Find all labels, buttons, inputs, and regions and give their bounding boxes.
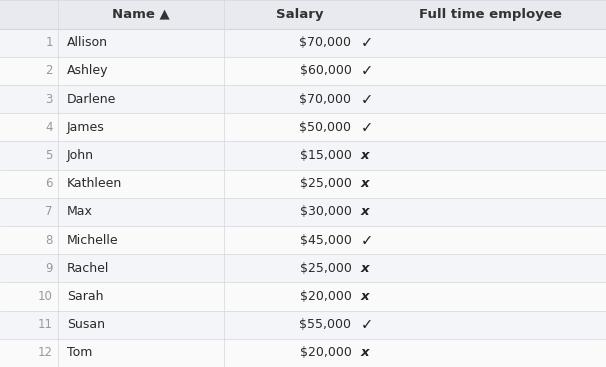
Bar <box>0 339 606 367</box>
Text: $50,000: $50,000 <box>299 121 351 134</box>
Text: x: x <box>361 346 369 359</box>
Text: x: x <box>361 290 369 303</box>
Bar <box>0 283 606 310</box>
Text: Max: Max <box>67 206 93 218</box>
Bar <box>0 141 606 170</box>
Text: Michelle: Michelle <box>67 234 118 247</box>
Text: 1: 1 <box>45 36 53 49</box>
Bar <box>0 0 606 29</box>
Text: Allison: Allison <box>67 36 108 49</box>
Text: Kathleen: Kathleen <box>67 177 122 190</box>
Bar <box>0 29 606 57</box>
Text: x: x <box>361 262 369 275</box>
Text: $25,000: $25,000 <box>299 262 351 275</box>
Text: 3: 3 <box>45 92 53 106</box>
Text: Salary: Salary <box>276 8 324 21</box>
Bar <box>0 310 606 339</box>
Bar <box>0 226 606 254</box>
Text: Full time employee: Full time employee <box>419 8 562 21</box>
Text: ✓: ✓ <box>361 233 373 248</box>
Text: Ashley: Ashley <box>67 65 108 77</box>
Text: 12: 12 <box>38 346 53 359</box>
Text: 4: 4 <box>45 121 53 134</box>
Bar <box>0 85 606 113</box>
Text: Tom: Tom <box>67 346 92 359</box>
Text: $45,000: $45,000 <box>299 234 351 247</box>
Text: 10: 10 <box>38 290 53 303</box>
Bar <box>0 198 606 226</box>
Text: $20,000: $20,000 <box>299 290 351 303</box>
Text: 9: 9 <box>45 262 53 275</box>
Text: $15,000: $15,000 <box>299 149 351 162</box>
Text: Susan: Susan <box>67 318 105 331</box>
Text: 11: 11 <box>38 318 53 331</box>
Text: $70,000: $70,000 <box>299 92 351 106</box>
Text: 6: 6 <box>45 177 53 190</box>
Text: ✓: ✓ <box>361 92 373 107</box>
Bar <box>0 113 606 141</box>
Text: ✓: ✓ <box>361 63 373 79</box>
Text: Sarah: Sarah <box>67 290 103 303</box>
Text: 7: 7 <box>45 206 53 218</box>
Text: $60,000: $60,000 <box>299 65 351 77</box>
Text: Name ▲: Name ▲ <box>112 8 170 21</box>
Text: x: x <box>361 149 369 162</box>
Bar <box>0 57 606 85</box>
Text: Darlene: Darlene <box>67 92 116 106</box>
Text: $25,000: $25,000 <box>299 177 351 190</box>
Text: $30,000: $30,000 <box>299 206 351 218</box>
Text: 5: 5 <box>45 149 53 162</box>
Text: $55,000: $55,000 <box>299 318 351 331</box>
Text: $20,000: $20,000 <box>299 346 351 359</box>
Text: $70,000: $70,000 <box>299 36 351 49</box>
Text: James: James <box>67 121 104 134</box>
Text: ✓: ✓ <box>361 35 373 50</box>
Text: 2: 2 <box>45 65 53 77</box>
Text: ✓: ✓ <box>361 120 373 135</box>
Text: x: x <box>361 206 369 218</box>
Bar <box>0 254 606 283</box>
Bar <box>0 170 606 198</box>
Text: x: x <box>361 177 369 190</box>
Text: ✓: ✓ <box>361 317 373 332</box>
Text: 8: 8 <box>45 234 53 247</box>
Text: Rachel: Rachel <box>67 262 109 275</box>
Text: John: John <box>67 149 94 162</box>
